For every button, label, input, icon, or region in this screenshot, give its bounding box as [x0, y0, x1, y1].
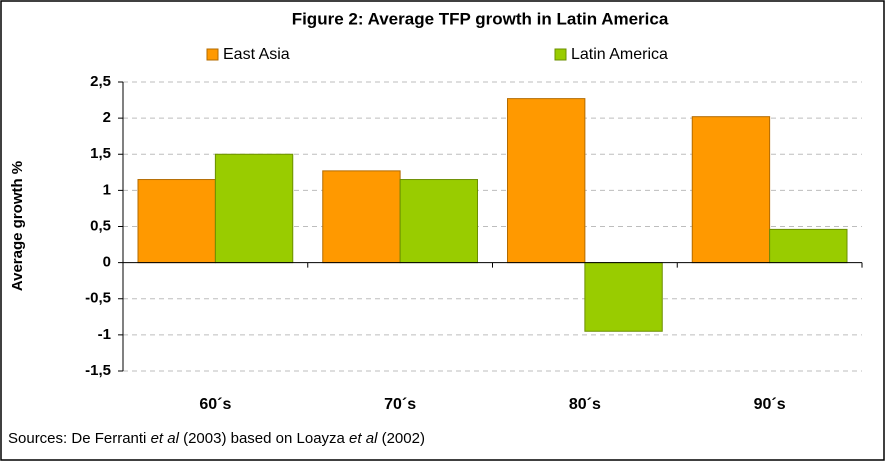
y-tick-label: 1 [103, 181, 111, 198]
y-tick-label: 0,5 [90, 217, 111, 234]
bar [691, 116, 771, 264]
chart-title: Figure 2: Average TFP growth in Latin Am… [292, 9, 669, 28]
y-tick-label: 2,5 [90, 73, 111, 90]
source-part: Sources: De Ferranti [8, 430, 151, 447]
y-tick-label: -1,5 [85, 362, 111, 379]
x-tick-label: 70´s [384, 396, 416, 413]
x-tick-label: 80´s [569, 396, 601, 413]
x-tick-label: 90´s [754, 396, 786, 413]
bar [322, 170, 401, 264]
source-part: et al [349, 430, 378, 447]
y-tick-label: 2 [103, 109, 111, 126]
source-note: Sources: De Ferranti et al (2003) based … [8, 430, 425, 447]
legend-swatch [206, 48, 219, 61]
y-tick-label: -1 [98, 326, 111, 343]
y-tick-label: 0 [103, 254, 111, 271]
bar [769, 228, 848, 264]
x-tick-label: 60´s [199, 396, 231, 413]
y-tick-label: 1,5 [90, 145, 111, 162]
legend-label: East Asia [223, 46, 290, 63]
y-axis-label: Average growth % [9, 161, 26, 291]
source-part: (2003) based on Loayza [179, 430, 349, 447]
source-part: et al [151, 430, 180, 447]
legend-label: Latin America [571, 46, 668, 63]
legend-swatch [554, 48, 567, 61]
bar [214, 153, 294, 264]
y-tick-label: -0,5 [85, 290, 111, 307]
source-part: (2002) [377, 430, 425, 447]
bar [507, 98, 586, 264]
bar [584, 262, 663, 332]
bar [399, 179, 478, 264]
bar [137, 179, 216, 264]
